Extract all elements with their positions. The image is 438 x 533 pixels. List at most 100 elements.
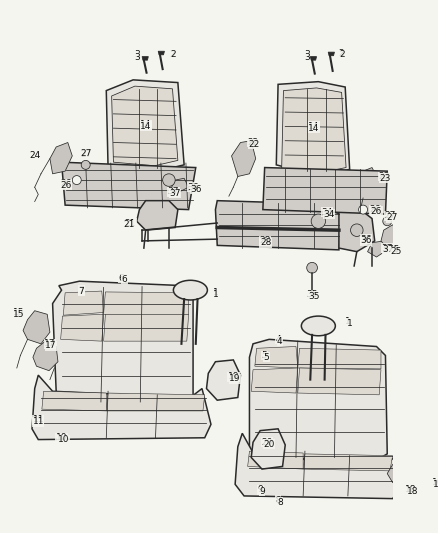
Polygon shape — [106, 80, 184, 171]
Polygon shape — [328, 52, 335, 56]
Text: 18: 18 — [406, 487, 418, 496]
Text: 36: 36 — [360, 237, 371, 245]
Text: 28: 28 — [260, 238, 271, 247]
Text: 6: 6 — [121, 275, 127, 284]
Text: 23: 23 — [380, 174, 391, 183]
Text: 16: 16 — [431, 478, 438, 487]
Polygon shape — [247, 451, 303, 469]
Polygon shape — [171, 178, 189, 192]
Polygon shape — [250, 340, 387, 460]
Text: 8: 8 — [275, 496, 281, 505]
Text: 21: 21 — [124, 220, 135, 229]
Ellipse shape — [173, 280, 207, 300]
Text: 3: 3 — [134, 53, 140, 62]
Text: 14: 14 — [140, 120, 152, 129]
Circle shape — [311, 214, 325, 229]
Text: 26: 26 — [371, 207, 382, 216]
Text: 2: 2 — [340, 50, 345, 59]
Circle shape — [307, 262, 318, 273]
Text: 1: 1 — [347, 319, 353, 328]
Text: 27: 27 — [384, 212, 396, 220]
Polygon shape — [303, 454, 392, 471]
Polygon shape — [235, 433, 402, 498]
Text: 34: 34 — [323, 209, 335, 219]
Polygon shape — [142, 56, 148, 60]
Text: 27: 27 — [80, 150, 92, 159]
Text: 20: 20 — [263, 440, 275, 449]
Text: 16: 16 — [433, 480, 438, 489]
Text: 14: 14 — [308, 122, 320, 131]
Text: 2: 2 — [170, 50, 175, 59]
Polygon shape — [215, 200, 341, 250]
Text: 27: 27 — [80, 149, 92, 158]
Polygon shape — [53, 281, 193, 404]
Text: 26: 26 — [60, 181, 72, 190]
Polygon shape — [42, 391, 106, 411]
Text: 37: 37 — [168, 187, 179, 196]
Text: 37: 37 — [381, 244, 393, 253]
Polygon shape — [60, 314, 104, 341]
Text: 18: 18 — [405, 485, 416, 494]
Text: 10: 10 — [56, 433, 67, 442]
Polygon shape — [112, 86, 178, 166]
Text: 9: 9 — [257, 485, 263, 494]
Text: 3: 3 — [134, 50, 140, 59]
Polygon shape — [339, 207, 375, 252]
Text: 26: 26 — [60, 179, 72, 188]
Polygon shape — [62, 162, 196, 209]
Polygon shape — [381, 225, 399, 248]
Circle shape — [162, 174, 175, 187]
Polygon shape — [298, 348, 381, 369]
Polygon shape — [33, 341, 58, 370]
Text: 9: 9 — [259, 487, 265, 496]
Text: 8: 8 — [277, 498, 283, 507]
Polygon shape — [310, 56, 317, 60]
Polygon shape — [263, 167, 387, 214]
Text: 22: 22 — [247, 138, 259, 147]
Text: 22: 22 — [248, 140, 260, 149]
Text: 37: 37 — [382, 245, 394, 254]
Text: 19: 19 — [228, 373, 239, 382]
Text: 15: 15 — [13, 308, 25, 317]
Polygon shape — [298, 368, 381, 395]
Text: 35: 35 — [306, 290, 318, 299]
Text: 7: 7 — [78, 286, 84, 295]
Polygon shape — [104, 314, 189, 341]
Polygon shape — [64, 291, 104, 315]
Polygon shape — [23, 311, 50, 344]
Polygon shape — [158, 51, 164, 55]
Text: 34: 34 — [321, 208, 333, 217]
Text: 20: 20 — [261, 438, 273, 447]
Text: 14: 14 — [308, 124, 320, 133]
Text: 1: 1 — [212, 288, 218, 297]
Polygon shape — [251, 368, 298, 393]
Text: 28: 28 — [259, 237, 270, 245]
Circle shape — [359, 205, 367, 214]
Polygon shape — [387, 457, 414, 486]
Text: 7: 7 — [78, 287, 84, 295]
Text: 3: 3 — [304, 53, 310, 62]
Polygon shape — [367, 241, 387, 257]
Text: 25: 25 — [389, 245, 400, 254]
Polygon shape — [282, 88, 346, 173]
Circle shape — [72, 175, 81, 184]
Text: 27: 27 — [386, 213, 397, 222]
Text: 5: 5 — [262, 351, 268, 360]
Text: 24: 24 — [29, 151, 40, 160]
Polygon shape — [137, 200, 178, 230]
Polygon shape — [106, 393, 205, 411]
Polygon shape — [276, 82, 350, 176]
Text: 37: 37 — [170, 189, 181, 198]
Polygon shape — [104, 292, 189, 314]
Polygon shape — [50, 142, 72, 174]
Text: 36: 36 — [190, 184, 201, 193]
Text: 11: 11 — [32, 417, 44, 426]
Text: 2: 2 — [170, 50, 176, 59]
Text: 19: 19 — [230, 374, 241, 383]
Ellipse shape — [301, 316, 336, 336]
Text: 15: 15 — [13, 310, 25, 319]
Polygon shape — [354, 167, 378, 198]
Text: 4: 4 — [275, 335, 281, 344]
Polygon shape — [232, 141, 256, 176]
Text: 2: 2 — [338, 49, 343, 58]
